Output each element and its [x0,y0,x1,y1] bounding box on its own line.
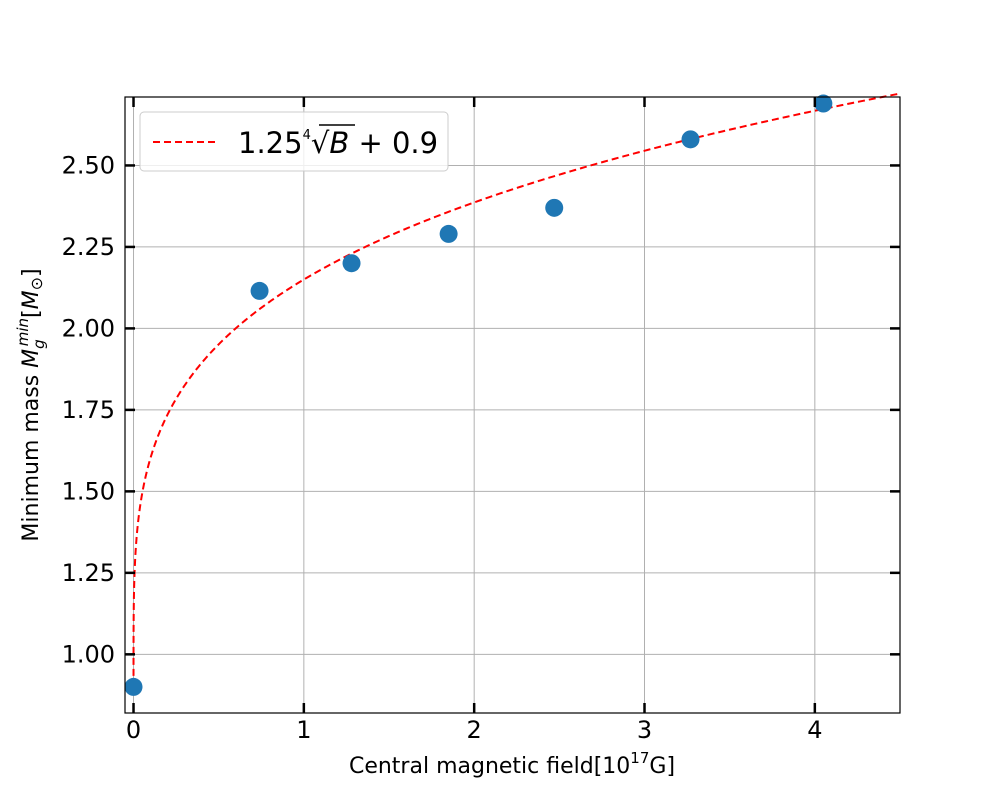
y-axis-label-symbol: M [19,349,44,368]
legend-root-index: 4 [303,128,311,143]
legend-tail: + 0.9 [349,126,438,160]
data-point [250,281,269,300]
points-layer [124,94,833,696]
x-axis-label-exponent: 17 [630,749,649,767]
data-point [124,677,143,696]
x-tick-label: 2 [467,716,482,744]
legend-root-sign: √ [311,126,330,160]
x-axis-label-unit: G] [649,754,675,779]
data-point [681,130,700,149]
legend-coefficient: 1.25 [238,126,303,160]
fit-curve [132,92,901,687]
y-axis-label-superscript: min [14,318,32,346]
y-axis-label-unit-open: [ [19,309,44,318]
data-point [545,198,564,217]
x-tick-label: 4 [807,716,822,744]
y-tick-label: 2.50 [62,151,115,179]
y-axis-label-subscript: g [30,339,48,349]
data-point [342,254,361,273]
legend-variable: B [329,126,349,160]
y-axis-label-unit-symbol: M [19,290,44,309]
y-axis-label-main: Minimum mass [19,368,44,542]
x-axis-label: Central magnetic field[1017G] [349,749,675,779]
y-axis-label-unit-close: ] [19,268,44,277]
y-tick-label: 2.25 [62,233,115,261]
x-tick-label: 1 [296,716,311,744]
legend: 1.254√B + 0.9 [139,111,449,172]
y-tick-label: 1.75 [62,396,115,424]
data-point [814,94,833,113]
ticks-layer [125,97,900,713]
curve-layer [132,92,901,687]
labels-layer: 0 1 2 3 4 1.00 1.25 1.50 1.75 2.00 2.25 2.50 [62,151,823,744]
y-tick-label: 1.25 [62,559,115,587]
x-axis-label-main: Central magnetic field[10 [349,754,630,779]
y-axis-label: Minimum mass Mgmin[M⊙] [14,268,48,541]
y-tick-label: 1.00 [62,640,115,668]
plot-frame [124,96,901,714]
x-tick-label: 3 [637,716,652,744]
legend-box [139,111,449,172]
y-tick-label: 2.00 [62,314,115,342]
data-point [439,224,458,243]
legend-fit-line-label: 1.254√B + 0.9 [238,126,438,160]
y-axis-label-unit-sun: ⊙ [27,277,46,290]
x-tick-label: 0 [126,716,141,744]
y-tick-label: 1.50 [62,477,115,505]
